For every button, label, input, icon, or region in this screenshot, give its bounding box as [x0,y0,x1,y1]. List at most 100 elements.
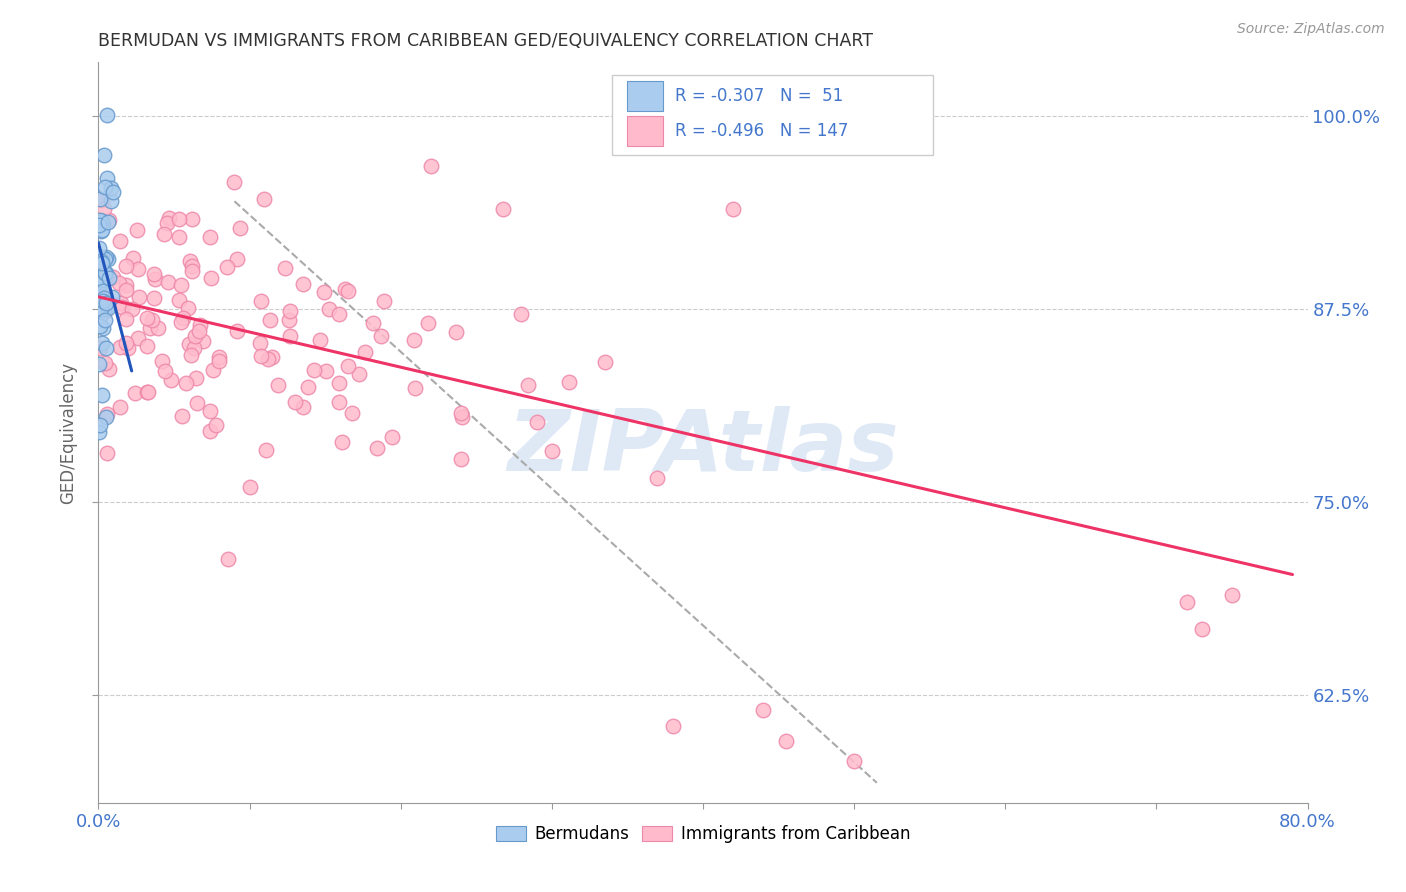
Point [179,254,201,268]
Point [160,373,183,387]
Point [98,271,121,285]
Point [190,318,212,332]
Point [176,376,198,391]
Point [510,307,533,321]
Point [135,310,157,325]
Point [91,285,114,299]
Point [94,296,117,310]
Point [93,301,115,316]
Point [90,254,112,268]
Point [150,353,173,368]
Point [336,359,359,374]
Point [278,312,301,326]
Point [1220,588,1243,602]
Point [94,252,117,266]
Bar [627,81,664,111]
Point [172,310,194,325]
Point [526,415,548,429]
Point [94,179,117,194]
Point [167,230,190,244]
Point [450,451,472,466]
Point [844,754,866,768]
Point [100,181,122,195]
Point [93,273,115,287]
Point [89,310,111,325]
Point [157,276,180,290]
Point [280,329,302,343]
Legend: Bermudans, Immigrants from Caribbean: Bermudans, Immigrants from Caribbean [489,819,917,850]
Point [91,282,114,296]
Text: R = -0.307   N =  51: R = -0.307 N = 51 [675,87,844,104]
Point [172,409,194,423]
Point [318,301,340,316]
Point [114,278,136,293]
Point [93,291,115,305]
Point [96,266,118,280]
Point [100,289,122,303]
Point [366,441,388,455]
Point [446,325,468,339]
Text: Source: ZipAtlas.com: Source: ZipAtlas.com [1237,22,1385,37]
Point [87,357,110,371]
Point [184,371,207,385]
Point [96,407,118,421]
Point [89,192,111,206]
Point [101,185,124,199]
Point [87,425,110,439]
Point [89,309,111,323]
Point [136,385,159,400]
Point [1191,622,1213,636]
FancyBboxPatch shape [613,75,932,155]
Point [180,348,202,362]
Point [229,221,252,235]
Point [94,250,117,264]
Point [89,341,111,355]
Point [198,230,221,244]
Point [274,260,297,275]
Point [450,409,472,424]
Point [593,355,616,369]
Point [180,259,202,273]
Point [122,252,145,266]
Point [340,406,363,420]
Point [96,446,118,460]
Point [260,350,283,364]
Point [177,301,200,316]
Point [98,213,121,227]
Point [775,734,797,748]
Point [291,400,314,414]
Point [215,260,238,274]
Point [284,395,307,409]
Point [249,335,271,350]
Point [96,171,118,186]
Point [97,361,120,376]
Point [186,395,208,409]
Point [184,329,207,343]
Point [94,356,117,370]
Point [404,381,426,395]
Point [170,315,193,329]
Point [253,192,276,206]
Point [115,311,138,326]
Point [91,336,114,351]
Point [108,277,131,291]
Point [117,342,139,356]
Point [101,270,124,285]
Point [91,223,114,237]
Point [93,202,115,216]
Point [94,410,117,425]
Point [89,212,111,227]
Point [125,223,148,237]
Point [108,340,131,354]
Point [139,320,162,334]
Point [354,344,377,359]
Point [308,333,330,347]
Point [89,417,111,432]
Point [280,304,302,318]
Point [91,294,114,309]
Point [145,271,167,285]
Point [91,214,114,228]
Point [90,251,112,265]
Point [226,252,249,266]
Point [90,276,112,290]
